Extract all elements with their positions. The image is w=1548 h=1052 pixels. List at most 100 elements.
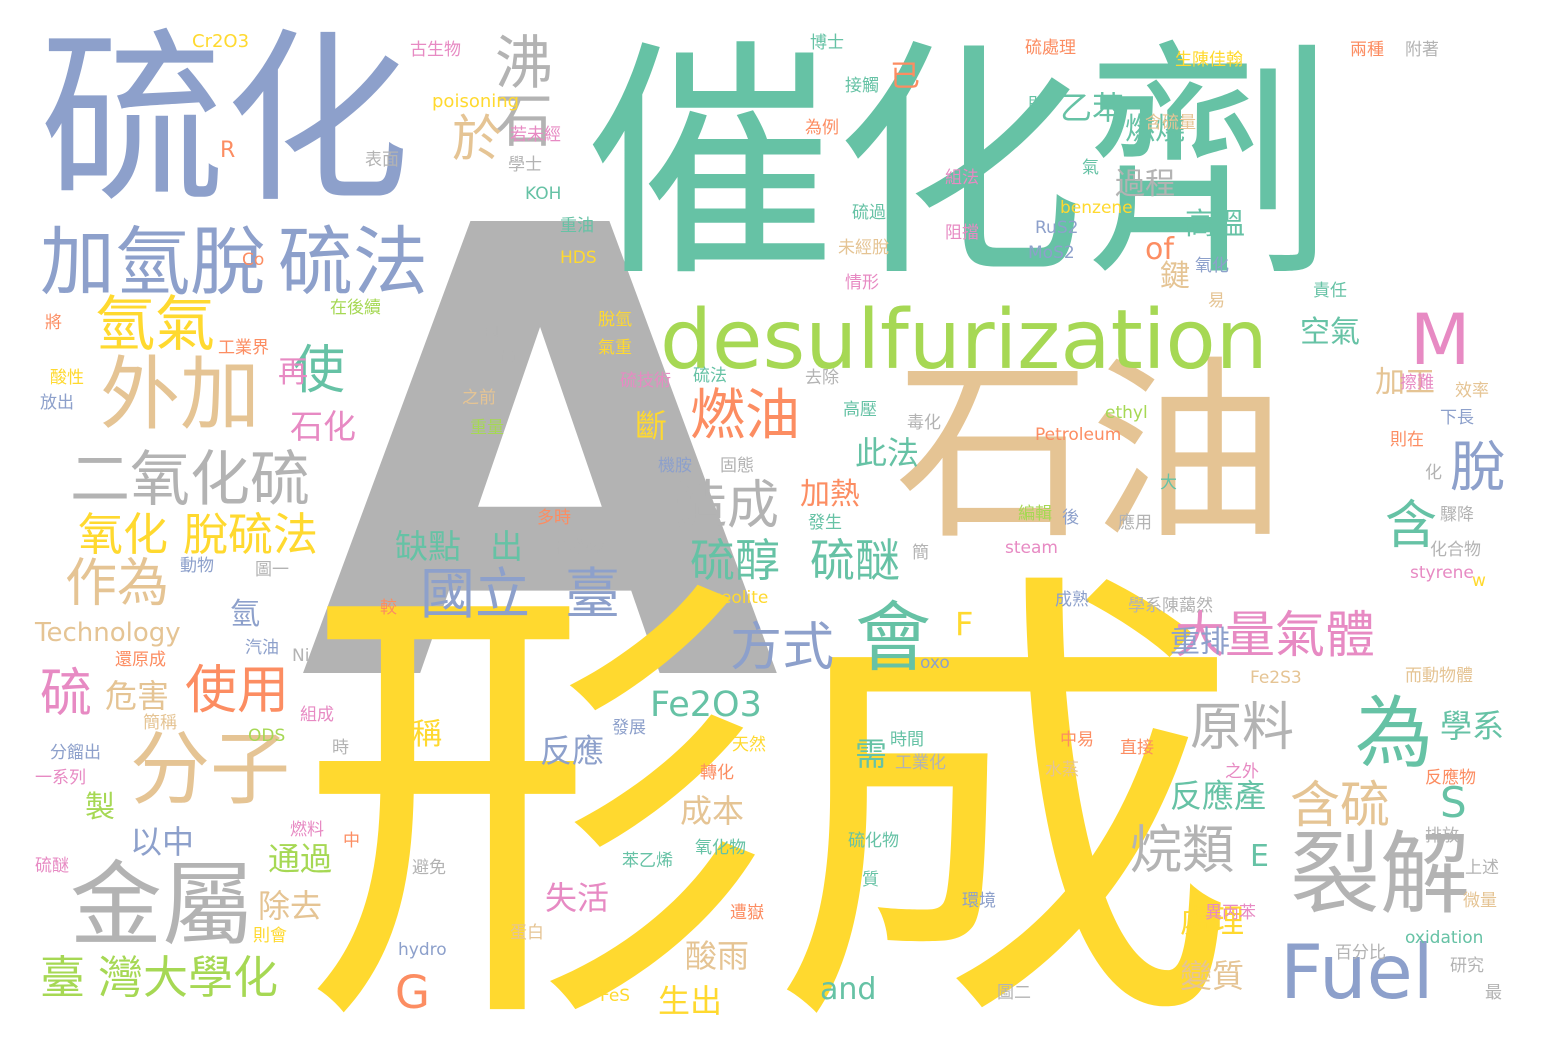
word: 變質 bbox=[1180, 957, 1245, 995]
word: 固態 bbox=[720, 456, 754, 476]
word-xingcheng: 形成 bbox=[300, 536, 1240, 1052]
word: 含硫 bbox=[1290, 776, 1390, 834]
word: 為例 bbox=[805, 118, 839, 138]
word: 燃燒 bbox=[1125, 112, 1185, 147]
word: S bbox=[1440, 778, 1467, 827]
word: 組法 bbox=[945, 168, 979, 188]
word: 高溫 bbox=[1185, 207, 1245, 242]
word: oxidation bbox=[1405, 928, 1484, 948]
word: 毒化 bbox=[907, 413, 941, 433]
word: 重油 bbox=[560, 216, 594, 236]
word: Fe2O3 bbox=[650, 685, 762, 725]
word: 苯乙烯 bbox=[622, 851, 673, 871]
word: 質 bbox=[862, 870, 879, 890]
word: 之外 bbox=[1225, 762, 1259, 782]
word: 硫醚 bbox=[35, 856, 69, 876]
word: 直接 bbox=[1120, 738, 1154, 758]
word: 硫技術 bbox=[620, 371, 671, 391]
word: FeS bbox=[600, 986, 631, 1006]
word: 發展 bbox=[612, 718, 646, 738]
word: 圖一 bbox=[255, 560, 289, 580]
word: 製 bbox=[85, 790, 115, 825]
word: 環境 bbox=[962, 891, 996, 911]
word: HDS bbox=[560, 248, 597, 268]
word: 危害 bbox=[105, 677, 170, 715]
word: Ni bbox=[292, 646, 310, 666]
word: Technology bbox=[35, 618, 181, 648]
word: Petroleum bbox=[1035, 425, 1122, 445]
word: 裂解 bbox=[1290, 822, 1470, 927]
word: 最 bbox=[1485, 983, 1502, 1003]
word: 中 bbox=[343, 831, 360, 851]
word: 簡 bbox=[912, 543, 929, 563]
word: 排放 bbox=[1425, 826, 1459, 846]
word-a: A bbox=[300, 99, 780, 820]
word: 分子 bbox=[130, 723, 290, 816]
word: 博士 bbox=[810, 33, 844, 53]
word: 高壓 bbox=[843, 400, 877, 420]
word: F bbox=[955, 605, 974, 643]
word: 臺 bbox=[40, 951, 86, 1004]
word: and bbox=[820, 972, 877, 1007]
word: 硫處理 bbox=[1025, 38, 1076, 58]
word: 去除 bbox=[805, 368, 839, 388]
word: 較 bbox=[380, 598, 397, 618]
word: KOH bbox=[525, 184, 562, 204]
word: 編輯 bbox=[1018, 504, 1052, 524]
word: 時間 bbox=[890, 730, 924, 750]
word: 效率 bbox=[1455, 381, 1489, 401]
word: 重排 bbox=[1170, 625, 1230, 660]
word: 分餾出 bbox=[50, 743, 101, 763]
word: 加氫脫 bbox=[40, 218, 266, 306]
word: 反應產 bbox=[1170, 777, 1267, 815]
word: hydro bbox=[398, 940, 447, 960]
word: 硫法 bbox=[278, 218, 429, 306]
word: E bbox=[1250, 839, 1269, 874]
word: 通過 bbox=[268, 840, 333, 878]
word: 會 bbox=[855, 593, 931, 682]
word: 組成 bbox=[300, 705, 334, 725]
word: 工業界 bbox=[218, 338, 269, 358]
word: 酸雨 bbox=[685, 937, 750, 975]
word: 轉化 bbox=[700, 763, 734, 783]
word: 在後續 bbox=[330, 298, 381, 318]
word: 擦難 bbox=[1400, 373, 1434, 393]
word: 研究 bbox=[1450, 956, 1484, 976]
word-cuihuaji: 催化劑 bbox=[585, 19, 1335, 310]
word: 原料 bbox=[1190, 698, 1295, 758]
word: 遭嶽 bbox=[730, 903, 764, 923]
word: ODS bbox=[248, 726, 286, 746]
word: 表面 bbox=[365, 150, 399, 170]
word: w bbox=[1472, 571, 1486, 591]
word: 硫 bbox=[40, 664, 93, 724]
word: 中易 bbox=[1060, 730, 1094, 750]
word: 學士 bbox=[508, 155, 542, 175]
word: 應用 bbox=[1118, 513, 1152, 533]
word: 造成 bbox=[675, 476, 780, 536]
word: 此法 bbox=[855, 434, 920, 472]
word: 兩種 bbox=[1350, 40, 1384, 60]
word: oxo bbox=[920, 653, 950, 673]
word: Cr2O3 bbox=[192, 31, 250, 52]
word: 附著 bbox=[1405, 40, 1439, 60]
word: 需 bbox=[855, 735, 888, 773]
word: 氣重 bbox=[598, 338, 632, 358]
word: 處理 bbox=[1180, 902, 1245, 940]
word: M bbox=[1410, 299, 1471, 381]
word: 乙苯 bbox=[1060, 89, 1125, 127]
word: 灣大學化 bbox=[98, 951, 279, 1004]
word: 易 bbox=[1208, 291, 1225, 311]
word: 石化 bbox=[290, 407, 356, 446]
word: 百分比 bbox=[1335, 943, 1386, 963]
word: 成本 bbox=[680, 792, 745, 830]
word: 加熱 bbox=[800, 477, 860, 512]
word: 則 bbox=[1028, 95, 1045, 115]
word: 大 bbox=[1160, 473, 1177, 493]
word: 天然 bbox=[732, 735, 766, 755]
word: 氫 bbox=[230, 597, 260, 632]
word: 已 bbox=[890, 59, 920, 94]
word: Fuel bbox=[1280, 928, 1434, 1016]
word: 高 bbox=[500, 345, 517, 365]
word: 硫醇 bbox=[690, 534, 781, 587]
word: 化 bbox=[1425, 463, 1442, 483]
